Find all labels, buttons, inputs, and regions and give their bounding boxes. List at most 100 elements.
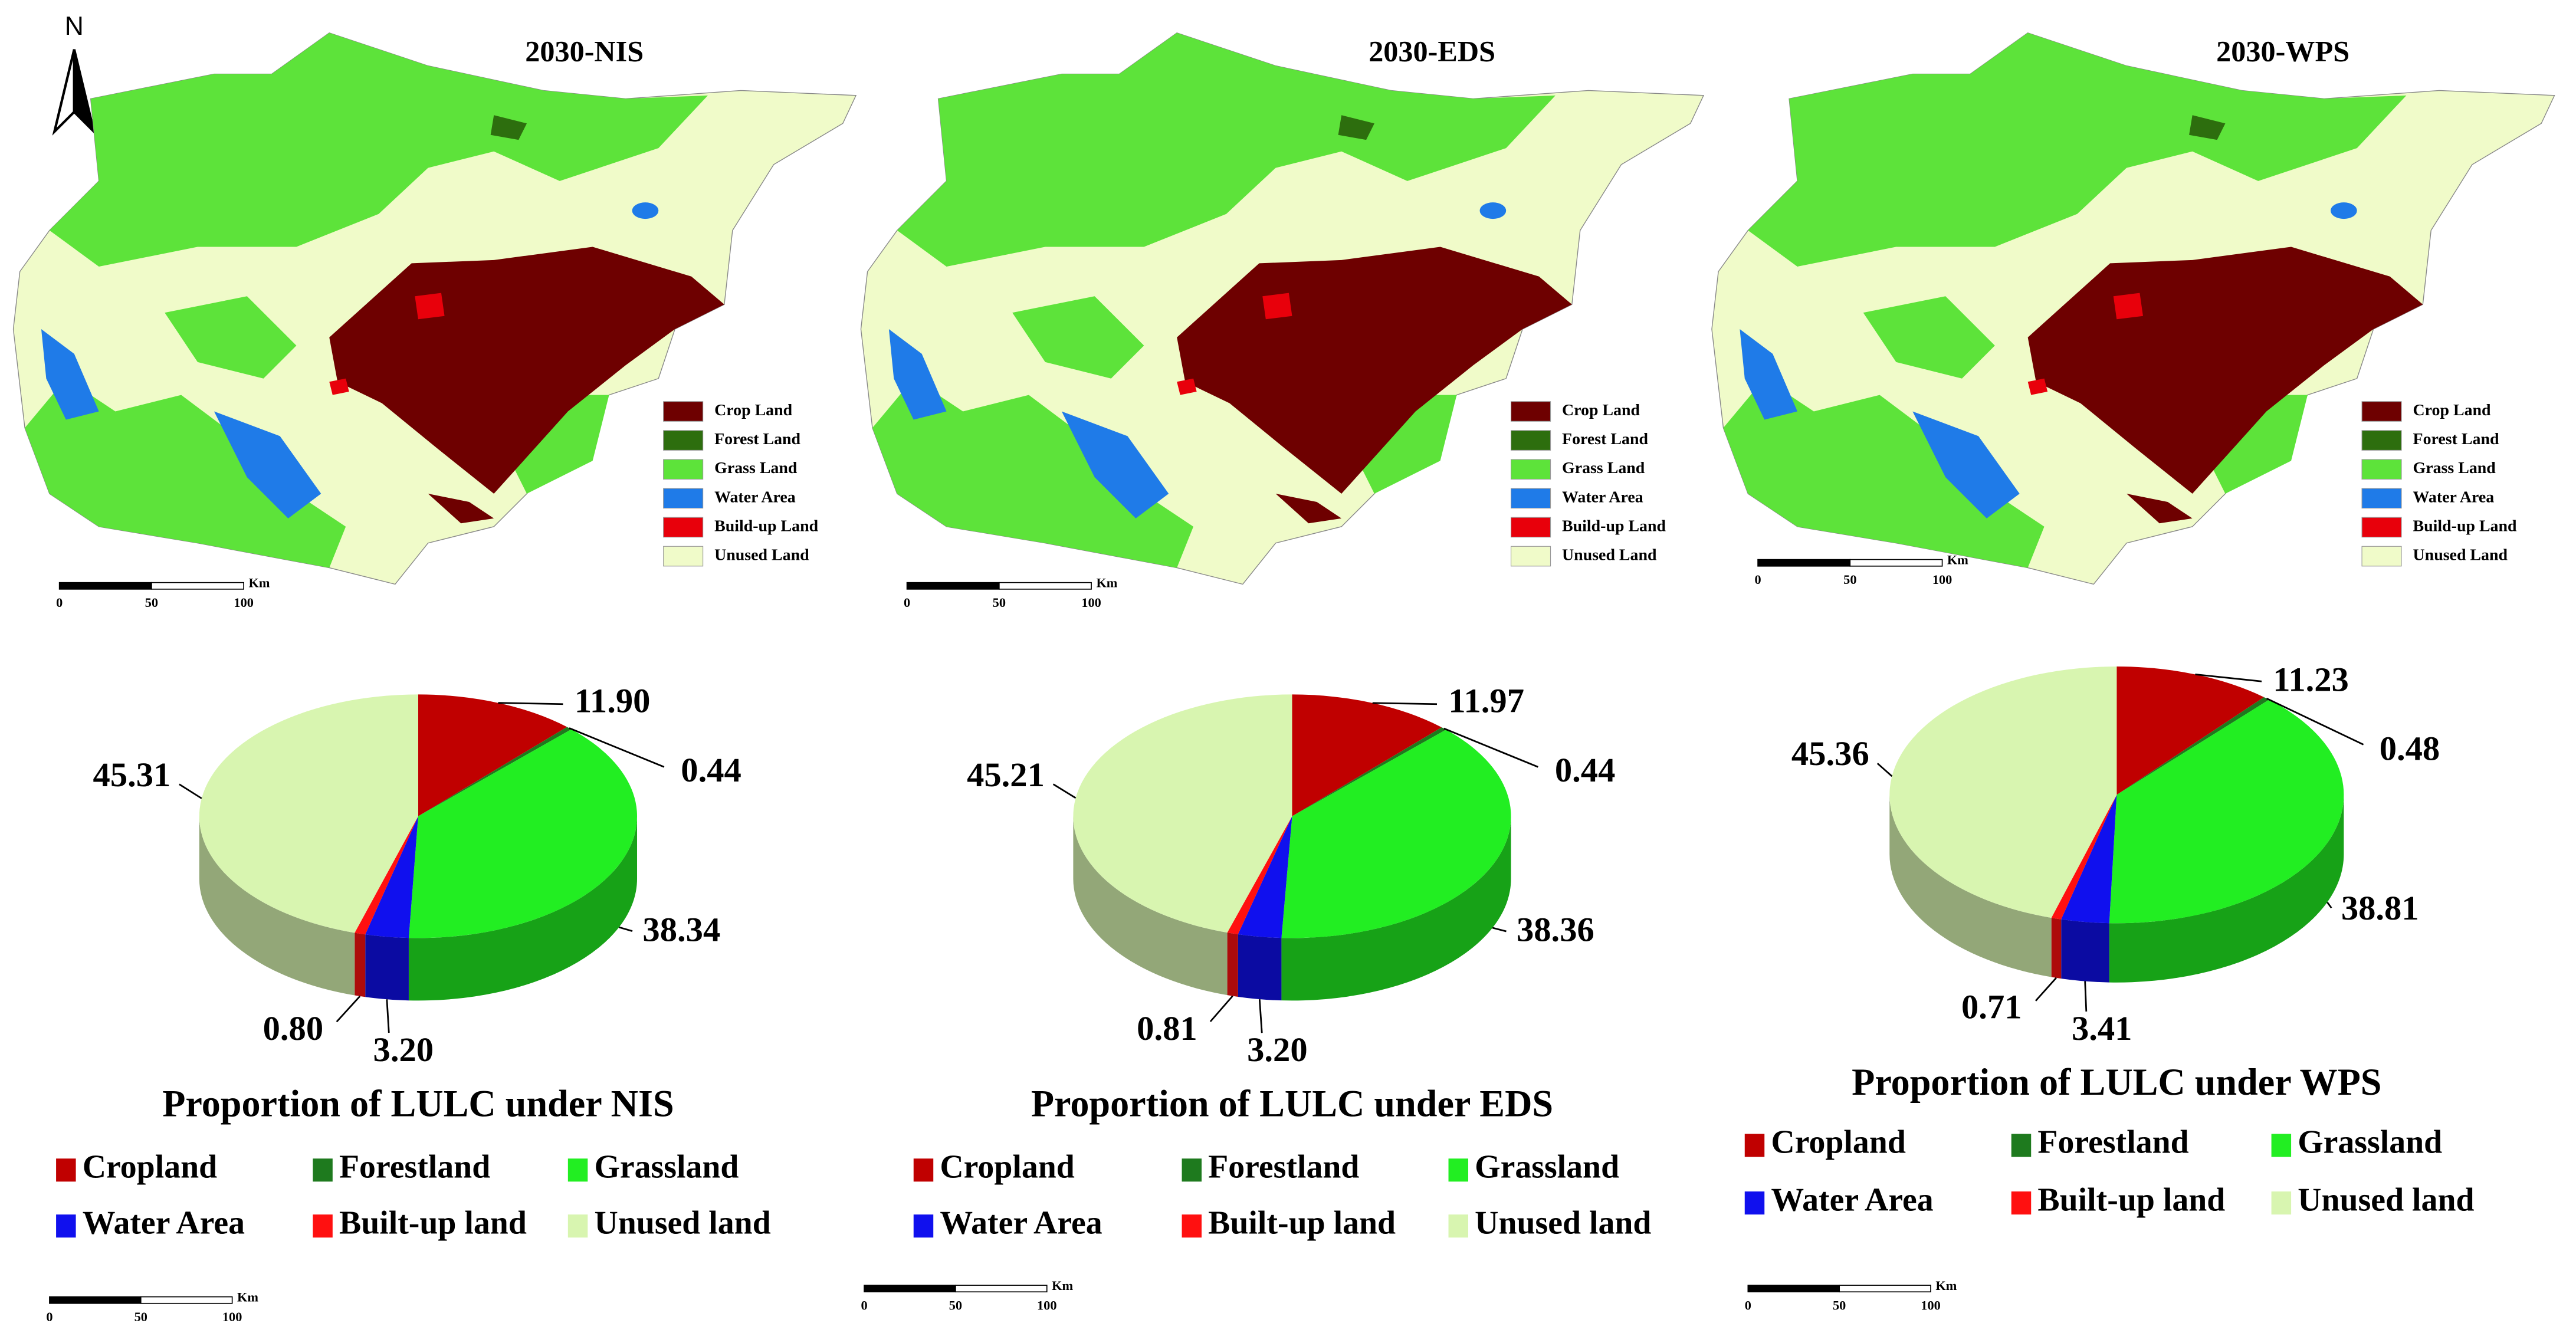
legend-label: Grassland <box>594 1149 739 1186</box>
leader-line <box>2034 977 2057 1002</box>
leader-line <box>386 999 390 1033</box>
value-label: 0.48 <box>2380 730 2440 768</box>
leader-line <box>1258 999 1263 1033</box>
map-water-area <box>632 202 659 219</box>
scale-bar-white <box>998 582 1092 590</box>
scale-bar-unit: Km <box>1947 553 1968 567</box>
legend-swatch <box>313 1158 333 1182</box>
pie-slice <box>2061 794 2117 924</box>
pie-slice <box>1238 816 1292 938</box>
scale-bar-unit: Km <box>237 1290 258 1305</box>
value-label: 11.23 <box>2273 660 2349 698</box>
scale-bar-black <box>1757 559 1851 567</box>
scale-bar-unit: Km <box>249 576 270 590</box>
pie-slice-side <box>1227 933 1238 997</box>
map-water-area <box>1061 411 1169 518</box>
leader-line <box>1209 995 1233 1022</box>
scale-bar-label: 50 <box>1833 1298 1846 1312</box>
scale-bar-black <box>1747 1285 1840 1293</box>
value-label: 38.34 <box>642 910 720 948</box>
leader-line <box>1492 927 1507 933</box>
pie-title: Proportion of LULC under WPS <box>1852 1061 2381 1103</box>
map-build-up-land <box>2027 378 2048 395</box>
pie-slice <box>1281 730 1511 938</box>
legend-label: Grassland <box>2298 1124 2442 1161</box>
map-legend-label: Grass Land <box>2413 459 2496 477</box>
pie-slice-side <box>408 816 638 1001</box>
legend-label: Grassland <box>1475 1149 1619 1186</box>
legend-swatch <box>1448 1158 1469 1182</box>
map-legend-swatch <box>2361 517 2402 538</box>
map-legend-label: Crop Land <box>2413 401 2492 419</box>
legend-label: Unused land <box>1475 1204 1651 1241</box>
value-label: 45.21 <box>967 756 1045 794</box>
value-label: 0.44 <box>681 751 741 789</box>
legend-swatch <box>2271 1134 2292 1157</box>
scale-bar-unit: Km <box>1935 1278 1957 1293</box>
legend-swatch <box>567 1214 588 1238</box>
pie-slice-side <box>365 934 409 1001</box>
scale-bar-white <box>140 1296 233 1304</box>
map-legend-label: Water Area <box>2413 488 2495 506</box>
map-grass-land <box>165 296 297 379</box>
legend-label: Built-up land <box>2037 1181 2225 1218</box>
value-label: 0.81 <box>1137 1009 1197 1048</box>
legend-label: Built-up land <box>1208 1204 1396 1241</box>
map-legend-swatch <box>2361 401 2402 422</box>
map-title: 2030-NIS <box>525 35 644 68</box>
pie-slice <box>1889 666 2117 918</box>
map-legend-swatch <box>2361 546 2402 567</box>
scale-bar-label: 0 <box>46 1309 52 1324</box>
map-legend-swatch <box>1511 430 1551 451</box>
scale-bar-white <box>151 582 245 590</box>
pie-slice <box>1292 694 1442 816</box>
leader-line <box>2266 697 2364 746</box>
pie-title: Proportion of LULC under EDS <box>1031 1082 1553 1124</box>
scale-bar-white <box>955 1285 1048 1293</box>
leader-line <box>618 926 633 932</box>
map-legend-swatch <box>1511 459 1551 480</box>
value-label: 45.31 <box>93 756 171 794</box>
map-legend-label: Build-up Land <box>2413 517 2517 535</box>
legend-swatch <box>2011 1134 2032 1157</box>
pie-slice <box>2109 700 2344 924</box>
pie-slice-side <box>1073 816 1228 996</box>
legend-swatch <box>913 1158 934 1182</box>
leader-line <box>336 996 361 1023</box>
map-legend-swatch <box>1511 517 1551 538</box>
map-legend-swatch <box>663 546 704 567</box>
map-build-up-land <box>1177 378 1197 395</box>
pie-slice-side <box>199 816 355 996</box>
map-grass-land <box>1723 378 2045 568</box>
map-legend-swatch <box>1511 401 1551 422</box>
map-grass-land <box>872 378 1194 568</box>
map-build-up-land <box>329 378 349 395</box>
map-legend-label: Build-up Land <box>714 517 818 535</box>
pie-slice <box>1073 694 1292 933</box>
scale-bar-label: 100 <box>222 1309 242 1324</box>
map-legend-label: Grass Land <box>714 459 798 477</box>
scale-bar-unit: Km <box>1052 1278 1073 1293</box>
scale-bar-label: 0 <box>56 595 63 610</box>
pie-slice-side <box>1281 816 1511 1001</box>
map-forest-land <box>2189 115 2226 140</box>
map-legend-label: Forest Land <box>2413 430 2499 448</box>
leader-line <box>1052 783 1077 799</box>
legend-label: Forestland <box>2037 1124 2188 1161</box>
legend-label: Water Area <box>83 1204 245 1241</box>
legend-swatch <box>1182 1158 1202 1182</box>
map-grass-land <box>25 378 346 568</box>
map-legend-label: Water Area <box>714 488 796 506</box>
legend-label: Forestland <box>1208 1149 1359 1186</box>
map-legend-swatch <box>2361 459 2402 480</box>
map-build-up-land <box>415 293 445 320</box>
leader-line <box>1372 702 1438 705</box>
pie-slice <box>365 816 418 938</box>
legend-swatch <box>313 1214 333 1238</box>
legend-swatch <box>913 1214 934 1238</box>
pie-slice <box>2116 697 2269 795</box>
map-legend-label: Crop Land <box>1562 401 1640 419</box>
scale-bar-white <box>1839 1285 1931 1293</box>
